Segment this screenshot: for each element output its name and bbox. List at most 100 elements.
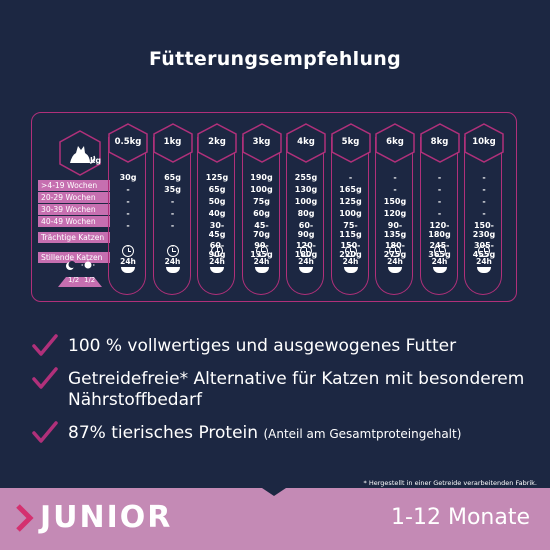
weight-hexagon — [286, 123, 326, 163]
daily-icons: 24h — [383, 245, 407, 273]
weight-column: 10kg - - - -150- 230g 305- 455g 24h — [464, 123, 504, 295]
amount-cell: 255g — [294, 173, 318, 182]
amount-cell: - — [170, 221, 175, 230]
amount-cell: 125g — [339, 197, 362, 206]
amount-cell: 120- 180g — [428, 221, 451, 239]
weight-hexagon — [241, 123, 282, 163]
product-band — [0, 488, 550, 550]
amount-cell: 150g — [383, 197, 407, 206]
bowl-icon — [165, 267, 180, 273]
amount-cell: 65g — [164, 173, 181, 182]
weight-hexagon — [464, 123, 504, 163]
amount-cell: - — [437, 197, 442, 206]
hours-label: 24h — [209, 257, 225, 266]
amount-cell: - — [170, 197, 175, 206]
amount-cell: 100g — [339, 209, 362, 218]
amount-cell: 130g — [294, 185, 318, 194]
benefit-item: 87% tierisches Protein (Anteil am Gesamt… — [32, 421, 532, 445]
clock-icon — [211, 245, 223, 257]
hours-label: 24h — [298, 257, 314, 266]
product-name: JUNIOR — [40, 500, 173, 535]
weight-label: 1kg — [163, 137, 182, 147]
row-label: 40-49 Wochen — [38, 216, 110, 227]
amount-cell: 100g — [250, 185, 273, 194]
daily-icons: 24h — [205, 245, 229, 273]
band-notch — [262, 488, 286, 496]
weight-hexagon — [152, 123, 193, 163]
daily-icons: 24h — [428, 245, 452, 273]
hours-label: 24h — [431, 257, 448, 266]
bowl-icon — [388, 267, 402, 273]
daily-icons: 24h — [294, 245, 318, 273]
feeding-table: kg >4-19 Wochen 20-29 Wochen 30-39 Wochen 4… — [31, 112, 517, 302]
clock-icon — [344, 245, 357, 257]
amount-cell: 80g — [297, 209, 315, 218]
weight-column: 3kg 190g 100g 75g 60g 45- 70g 90- 135g 24h — [241, 123, 282, 295]
bowl-icon — [254, 267, 269, 273]
amount-cell: - — [437, 173, 442, 182]
bowl-icon — [432, 267, 447, 273]
row-label: >4-19 Wochen — [38, 180, 110, 191]
amount-cell: - — [126, 209, 130, 218]
benefit-note: (Anteil am Gesamtproteingehalt) — [263, 427, 462, 441]
benefit-list: 100 % vollwertiges und ausgewogenes Futt… — [32, 334, 532, 445]
amount-cell: 120g — [383, 209, 407, 218]
amount-cell: 100g — [294, 197, 318, 206]
checkmark-icon — [32, 421, 58, 443]
weight-column: 2kg 125g 65g 50g 40g 30- 45g 60- 90g 24h — [197, 123, 237, 295]
weight-label: 5kg — [341, 137, 360, 147]
amount-cell: 75g — [253, 197, 270, 206]
hours-label: 24h — [476, 257, 492, 266]
weight-label: 8kg — [430, 137, 449, 147]
weight-hexagon — [330, 123, 371, 163]
amount-cell: 90- 135g — [383, 221, 407, 239]
clock-icon — [300, 245, 312, 257]
amount-cell: - — [482, 209, 486, 218]
benefit-item: 100 % vollwertiges und ausgewogenes Futt… — [32, 334, 532, 357]
amount-cell: - — [482, 185, 486, 194]
daily-icons: 24h — [161, 245, 185, 273]
daily-icons: 24h — [250, 245, 274, 273]
benefit-text: Getreidefreie* Alternative für Katzen mi… — [68, 369, 525, 410]
amount-cell: - — [482, 197, 486, 206]
weight-hexagon — [108, 123, 148, 163]
amount-cell: 30g — [119, 173, 137, 182]
weight-column: 0.5kg 30g - - - - -24h — [108, 123, 148, 295]
amount-cell: - — [126, 221, 130, 230]
amount-cell: 190g — [250, 173, 273, 182]
weight-label: 10kg — [472, 137, 496, 147]
checkmark-icon — [32, 334, 58, 356]
clock-icon — [255, 245, 268, 257]
amount-cell: 125g — [205, 173, 229, 182]
bowl-icon — [477, 267, 491, 273]
row-label: 30-39 Wochen — [38, 204, 110, 215]
weight-column: 8kg - - - -120- 180g 245- 365g 24h — [419, 123, 460, 295]
daily-icons: 24h — [116, 245, 140, 273]
hours-label: 24h — [253, 257, 270, 266]
cat-weight-icon: kg — [54, 129, 106, 181]
weight-label: 0.5kg — [114, 137, 142, 147]
unit-label: kg — [90, 156, 102, 165]
amount-cell: - — [126, 185, 130, 194]
bowl-icon — [299, 267, 313, 273]
hours-label: 24h — [164, 257, 181, 266]
row-label: Stillende Katzen — [38, 252, 110, 263]
amount-cell: - — [437, 209, 442, 218]
amount-cell: 45- 70g — [253, 221, 270, 239]
amount-cell: 65g — [208, 185, 226, 194]
amount-cell: - — [126, 197, 130, 206]
hours-label: 24h — [387, 257, 403, 266]
weight-column: 6kg - -150g 120g 90- 135g 180- 275g 24h — [375, 123, 415, 295]
meal-fraction-1: 1/2 — [68, 276, 80, 284]
meal-fraction-2: 1/2 — [84, 276, 96, 284]
benefit-item: Getreidefreie* Alternative für Katzen mi… — [32, 367, 532, 411]
amount-cell: - — [393, 185, 397, 194]
weight-label: 6kg — [386, 137, 404, 147]
weight-hexagon — [197, 123, 237, 163]
row-label: Trächtige Katzen — [38, 232, 110, 243]
meal-split-icon: 1/2 1/2 — [54, 259, 106, 289]
daily-icons: 24h — [339, 245, 363, 273]
bowl-icon — [343, 267, 358, 273]
amount-cell: - — [348, 173, 353, 182]
weight-label: 2kg — [208, 137, 226, 147]
